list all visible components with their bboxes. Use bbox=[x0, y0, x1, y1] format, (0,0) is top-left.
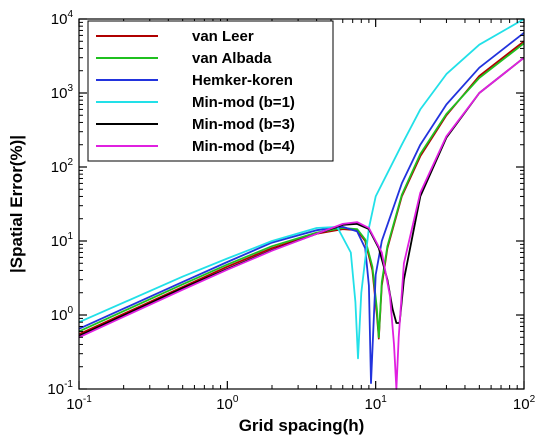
x-tick-label-exp: 0 bbox=[233, 394, 239, 405]
series-line-6 bbox=[78, 56, 525, 390]
y-tick-label: 102 bbox=[51, 157, 74, 176]
series-line-3 bbox=[78, 32, 525, 385]
y-tick-label-exp: 2 bbox=[67, 157, 73, 168]
legend-label-5: Min-mod (b=3) bbox=[192, 116, 295, 133]
x-tick-label-exp: -1 bbox=[83, 394, 92, 405]
legend-label-6: Min-mod (b=4) bbox=[192, 138, 295, 155]
legend-label-2: van Albada bbox=[192, 50, 272, 67]
y-tick-label: 104 bbox=[51, 9, 74, 28]
y-tick-label-exp: 4 bbox=[67, 9, 73, 20]
y-tick-label-base: 10 bbox=[51, 159, 68, 176]
x-tick-label-base: 10 bbox=[216, 396, 233, 413]
x-tick-label-base: 10 bbox=[66, 396, 83, 413]
y-tick-label-base: 10 bbox=[51, 307, 68, 324]
x-tick-label: 102 bbox=[513, 394, 536, 413]
y-tick-label: 103 bbox=[51, 83, 74, 102]
x-axis-title: Grid spacing(h) bbox=[239, 416, 365, 435]
legend: van Leer van Albada Hemker-koren Min-mod (b… bbox=[87, 20, 334, 162]
plot-frame bbox=[78, 18, 525, 390]
y-tick-label-base: 10 bbox=[47, 381, 64, 398]
y-tick-label: 10-1 bbox=[47, 379, 73, 398]
x-tick-label-exp: 2 bbox=[530, 394, 536, 405]
y-tick-label-base: 10 bbox=[51, 233, 68, 250]
y-tick-label-base: 10 bbox=[51, 85, 68, 102]
y-tick-label: 100 bbox=[51, 305, 74, 324]
y-tick-label-base: 10 bbox=[51, 11, 68, 28]
legend-box bbox=[87, 20, 334, 162]
y-tick-label-exp: 3 bbox=[67, 83, 73, 94]
x-tick-label-exp: 1 bbox=[381, 394, 387, 405]
y-tick-label-exp: 0 bbox=[67, 305, 73, 316]
series-layer bbox=[78, 18, 525, 390]
y-tick-label-exp: -1 bbox=[64, 379, 73, 390]
x-tick-label-base: 10 bbox=[513, 396, 530, 413]
x-tick-label: 10-1 bbox=[66, 394, 92, 413]
series-line-4 bbox=[78, 18, 525, 360]
legend-label-1: van Leer bbox=[192, 28, 254, 45]
y-axis-title: |Spatial Error(%)| bbox=[7, 135, 26, 273]
x-axis: 10-1 100 101 102 bbox=[66, 19, 536, 413]
x-tick-label-base: 10 bbox=[365, 396, 382, 413]
legend-label-3: Hemker-koren bbox=[192, 72, 293, 89]
legend-label-4: Min-mod (b=1) bbox=[192, 94, 295, 111]
y-tick-label: 101 bbox=[51, 231, 74, 250]
y-tick-label-exp: 1 bbox=[67, 231, 73, 242]
x-tick-label: 101 bbox=[365, 394, 388, 413]
x-tick-label: 100 bbox=[216, 394, 239, 413]
